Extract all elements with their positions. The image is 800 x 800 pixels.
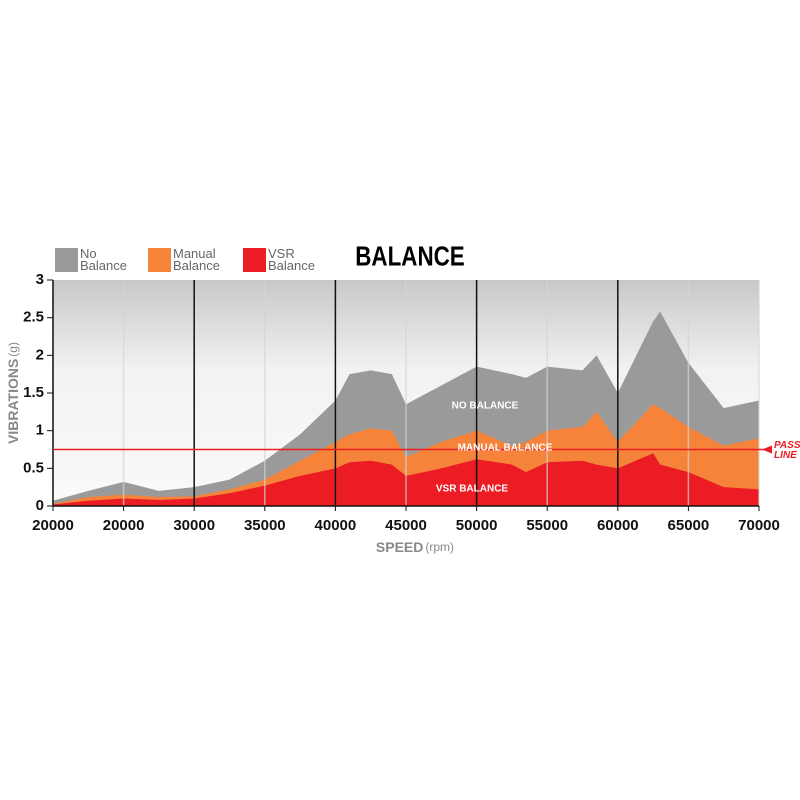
x-tick-label: 20000 bbox=[32, 517, 74, 534]
legend-swatch bbox=[243, 248, 266, 272]
legend-label: Manual Balance bbox=[173, 246, 220, 273]
legend-label: No Balance bbox=[80, 246, 127, 273]
legend-swatch bbox=[55, 248, 78, 272]
x-tick-label: 70000 bbox=[738, 517, 780, 534]
y-tick-label: 0 bbox=[36, 497, 44, 514]
x-axis-label: SPEED (rpm) bbox=[376, 539, 454, 555]
annotation: NO BALANCE bbox=[452, 401, 519, 412]
pass-arrow bbox=[762, 445, 772, 454]
x-axis-label-text: SPEED bbox=[376, 539, 423, 555]
x-tick-label: 50000 bbox=[456, 517, 498, 534]
x-tick-label: 40000 bbox=[315, 517, 357, 534]
y-tick-label: 0.5 bbox=[23, 459, 44, 476]
annotation: VSR BALANCE bbox=[436, 484, 509, 495]
x-tick-label: 55000 bbox=[526, 517, 568, 534]
x-tick-label: 65000 bbox=[668, 517, 710, 534]
legend-label: VSR Balance bbox=[268, 246, 315, 273]
x-axis-unit: (rpm) bbox=[425, 540, 454, 554]
y-axis-label-text: VIBRATIONS bbox=[5, 359, 21, 444]
x-tick-label: 20000 bbox=[103, 517, 145, 534]
chart-title: BALANCE bbox=[355, 241, 464, 272]
y-tick-label: 2.5 bbox=[23, 309, 44, 326]
x-tick-label: 35000 bbox=[244, 517, 286, 534]
y-tick-label: 1.5 bbox=[23, 384, 44, 401]
y-axis-unit: (g) bbox=[6, 342, 20, 357]
y-tick-label: 1 bbox=[36, 422, 44, 439]
y-tick-label: 3 bbox=[36, 271, 44, 288]
x-tick-label: 30000 bbox=[173, 517, 215, 534]
y-tick-label: 2 bbox=[36, 346, 44, 363]
pass-line-label: PASS LINE bbox=[774, 439, 800, 461]
x-tick-label: 45000 bbox=[385, 517, 427, 534]
x-tick-label: 60000 bbox=[597, 517, 639, 534]
y-axis-label: VIBRATIONS (g) bbox=[5, 342, 21, 444]
annotation: MANUAL BALANCE bbox=[458, 443, 553, 454]
legend-swatch bbox=[148, 248, 171, 272]
